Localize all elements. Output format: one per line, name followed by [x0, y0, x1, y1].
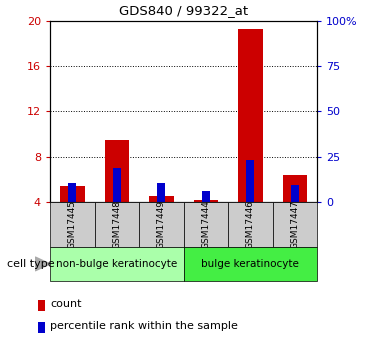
Bar — [38, 300, 46, 311]
Text: GSM17447: GSM17447 — [290, 200, 299, 249]
Text: percentile rank within the sample: percentile rank within the sample — [50, 321, 238, 331]
Bar — [157, 183, 165, 202]
Text: count: count — [50, 299, 82, 309]
Bar — [139, 202, 184, 247]
Bar — [105, 140, 129, 202]
Text: GSM17449: GSM17449 — [157, 200, 166, 249]
Bar — [38, 322, 46, 333]
Text: cell type: cell type — [7, 259, 55, 269]
Bar — [283, 175, 307, 202]
Bar — [184, 247, 317, 281]
Bar — [95, 202, 139, 247]
Bar — [202, 190, 210, 202]
Title: GDS840 / 99322_at: GDS840 / 99322_at — [119, 4, 248, 17]
Bar — [50, 247, 184, 281]
Bar — [113, 168, 121, 202]
Text: bulge keratinocyte: bulge keratinocyte — [201, 259, 299, 269]
Bar — [149, 196, 174, 202]
Polygon shape — [35, 257, 50, 271]
Text: GSM17444: GSM17444 — [201, 200, 210, 249]
Bar — [50, 202, 95, 247]
Bar — [238, 29, 263, 202]
Bar — [194, 199, 218, 202]
Text: GSM17445: GSM17445 — [68, 200, 77, 249]
Text: non-bulge keratinocyte: non-bulge keratinocyte — [56, 259, 177, 269]
Bar — [246, 160, 255, 202]
Bar — [291, 185, 299, 202]
Bar — [184, 202, 228, 247]
Bar — [273, 202, 317, 247]
Bar — [228, 202, 273, 247]
Text: GSM17446: GSM17446 — [246, 200, 255, 249]
Bar — [60, 186, 85, 202]
Text: GSM17448: GSM17448 — [112, 200, 121, 249]
Bar — [68, 183, 76, 202]
